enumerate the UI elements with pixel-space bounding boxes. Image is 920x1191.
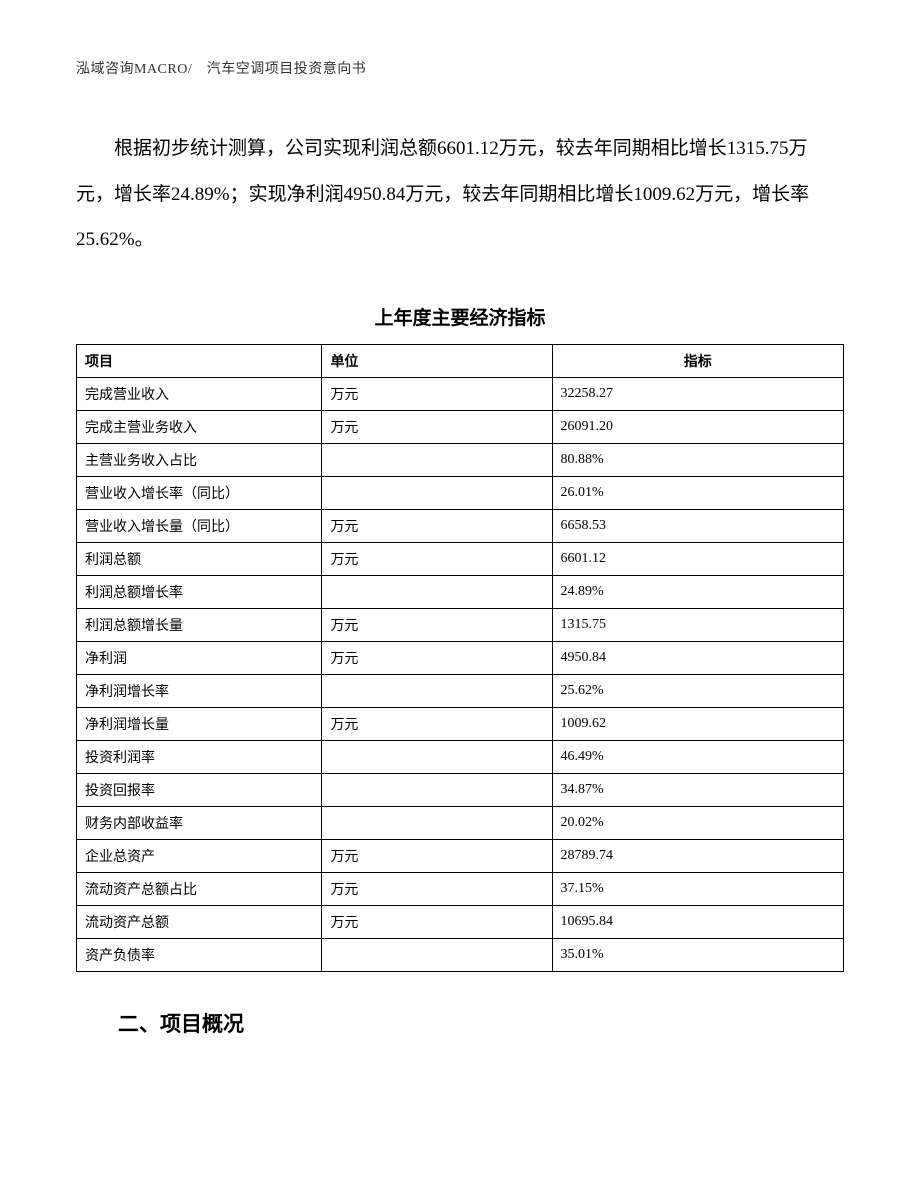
cell-value: 6658.53 (552, 509, 843, 542)
table-row: 利润总额万元6601.12 (77, 542, 844, 575)
table-header-row: 项目 单位 指标 (77, 344, 844, 377)
cell-item: 流动资产总额占比 (77, 872, 322, 905)
table-row: 完成营业收入万元32258.27 (77, 377, 844, 410)
table-row: 企业总资产万元28789.74 (77, 839, 844, 872)
cell-unit: 万元 (322, 608, 552, 641)
cell-item: 利润总额增长率 (77, 575, 322, 608)
table-row: 净利润增长率 25.62% (77, 674, 844, 707)
table-row: 营业收入增长率（同比） 26.01% (77, 476, 844, 509)
table-row: 财务内部收益率 20.02% (77, 806, 844, 839)
cell-value: 35.01% (552, 938, 843, 971)
cell-unit: 万元 (322, 839, 552, 872)
section-title: 二、项目概况 (118, 1008, 844, 1038)
table-row: 主营业务收入占比 80.88% (77, 443, 844, 476)
cell-unit: 万元 (322, 509, 552, 542)
cell-item: 净利润 (77, 641, 322, 674)
table-row: 投资回报率 34.87% (77, 773, 844, 806)
cell-value: 4950.84 (552, 641, 843, 674)
table-row: 流动资产总额万元10695.84 (77, 905, 844, 938)
cell-value: 20.02% (552, 806, 843, 839)
cell-unit: 万元 (322, 905, 552, 938)
cell-item: 营业收入增长量（同比） (77, 509, 322, 542)
cell-unit (322, 740, 552, 773)
economic-indicators-table: 项目 单位 指标 完成营业收入万元32258.27完成主营业务收入万元26091… (76, 344, 844, 972)
cell-value: 6601.12 (552, 542, 843, 575)
cell-unit: 万元 (322, 377, 552, 410)
cell-unit: 万元 (322, 641, 552, 674)
cell-unit (322, 806, 552, 839)
table-row: 投资利润率 46.49% (77, 740, 844, 773)
cell-item: 流动资产总额 (77, 905, 322, 938)
cell-item: 营业收入增长率（同比） (77, 476, 322, 509)
cell-value: 25.62% (552, 674, 843, 707)
cell-item: 完成主营业务收入 (77, 410, 322, 443)
body-paragraph: 根据初步统计测算，公司实现利润总额6601.12万元，较去年同期相比增长1315… (76, 126, 844, 263)
cell-item: 投资回报率 (77, 773, 322, 806)
table-row: 完成主营业务收入万元26091.20 (77, 410, 844, 443)
cell-value: 10695.84 (552, 905, 843, 938)
cell-item: 完成营业收入 (77, 377, 322, 410)
cell-unit: 万元 (322, 707, 552, 740)
cell-unit (322, 938, 552, 971)
column-header-unit: 单位 (322, 344, 552, 377)
table-row: 净利润万元4950.84 (77, 641, 844, 674)
table-row: 利润总额增长量万元1315.75 (77, 608, 844, 641)
table-row: 利润总额增长率 24.89% (77, 575, 844, 608)
cell-unit (322, 443, 552, 476)
cell-item: 主营业务收入占比 (77, 443, 322, 476)
cell-item: 利润总额 (77, 542, 322, 575)
table-row: 流动资产总额占比万元37.15% (77, 872, 844, 905)
cell-unit (322, 575, 552, 608)
cell-value: 37.15% (552, 872, 843, 905)
cell-unit: 万元 (322, 410, 552, 443)
cell-item: 企业总资产 (77, 839, 322, 872)
page-header: 泓域咨询MACRO/ 汽车空调项目投资意向书 (76, 58, 844, 78)
cell-item: 净利润增长量 (77, 707, 322, 740)
table-row: 资产负债率 35.01% (77, 938, 844, 971)
column-header-value: 指标 (552, 344, 843, 377)
cell-value: 26.01% (552, 476, 843, 509)
cell-value: 24.89% (552, 575, 843, 608)
cell-value: 34.87% (552, 773, 843, 806)
column-header-item: 项目 (77, 344, 322, 377)
cell-unit (322, 674, 552, 707)
cell-value: 46.49% (552, 740, 843, 773)
cell-unit (322, 773, 552, 806)
cell-value: 1315.75 (552, 608, 843, 641)
cell-unit (322, 476, 552, 509)
cell-value: 26091.20 (552, 410, 843, 443)
cell-unit: 万元 (322, 542, 552, 575)
cell-value: 1009.62 (552, 707, 843, 740)
cell-value: 80.88% (552, 443, 843, 476)
cell-item: 净利润增长率 (77, 674, 322, 707)
cell-item: 投资利润率 (77, 740, 322, 773)
cell-item: 资产负债率 (77, 938, 322, 971)
cell-item: 利润总额增长量 (77, 608, 322, 641)
cell-item: 财务内部收益率 (77, 806, 322, 839)
table-row: 营业收入增长量（同比）万元6658.53 (77, 509, 844, 542)
table-row: 净利润增长量万元1009.62 (77, 707, 844, 740)
table-title: 上年度主要经济指标 (76, 303, 844, 330)
cell-value: 28789.74 (552, 839, 843, 872)
cell-unit: 万元 (322, 872, 552, 905)
cell-value: 32258.27 (552, 377, 843, 410)
